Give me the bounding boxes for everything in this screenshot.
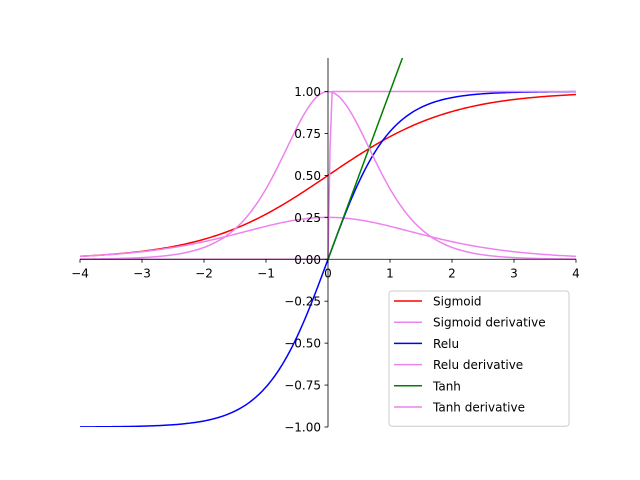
legend-label: Sigmoid xyxy=(433,295,482,309)
y-tick-label: 0.50 xyxy=(294,169,321,183)
y-tick-label: 1.00 xyxy=(294,85,321,99)
legend: Sigmoid Sigmoid derivative Relu Relu deriva… xyxy=(388,290,570,427)
y-tick-label: −0.50 xyxy=(284,337,321,351)
axes: −4 −3 −2 −1 0 1 2 3 4 −1.00 −0.75 −0.50 −0.25 0.00 0.2… xyxy=(71,58,580,435)
legend-label: Relu xyxy=(433,337,459,351)
legend-label: Tanh derivative xyxy=(432,401,525,415)
x-tick-label: 3 xyxy=(510,266,518,280)
x-tick-label: 1 xyxy=(386,266,394,280)
y-tick-label: −0.25 xyxy=(284,295,321,309)
legend-frame xyxy=(388,290,570,427)
legend-label: Sigmoid derivative xyxy=(433,316,546,330)
series-line-tanh xyxy=(327,58,404,260)
x-tick-label: −2 xyxy=(195,266,213,280)
legend-label: Relu derivative xyxy=(433,358,523,372)
x-tick-label: 0 xyxy=(324,266,332,280)
x-tick-label: −1 xyxy=(257,266,275,280)
y-tick-label: −0.75 xyxy=(284,379,321,393)
x-tick-label: −3 xyxy=(133,266,151,280)
y-tick-label: 0.25 xyxy=(294,211,321,225)
y-tick-label: −1.00 xyxy=(284,421,321,435)
y-tick-label: 0.00 xyxy=(294,253,321,267)
x-tick-label: 4 xyxy=(572,266,580,280)
legend-label: Tanh xyxy=(432,379,461,393)
y-tick-label: 0.75 xyxy=(294,127,321,141)
x-tick-label: −4 xyxy=(71,266,89,280)
x-tick-label: 2 xyxy=(448,266,456,280)
